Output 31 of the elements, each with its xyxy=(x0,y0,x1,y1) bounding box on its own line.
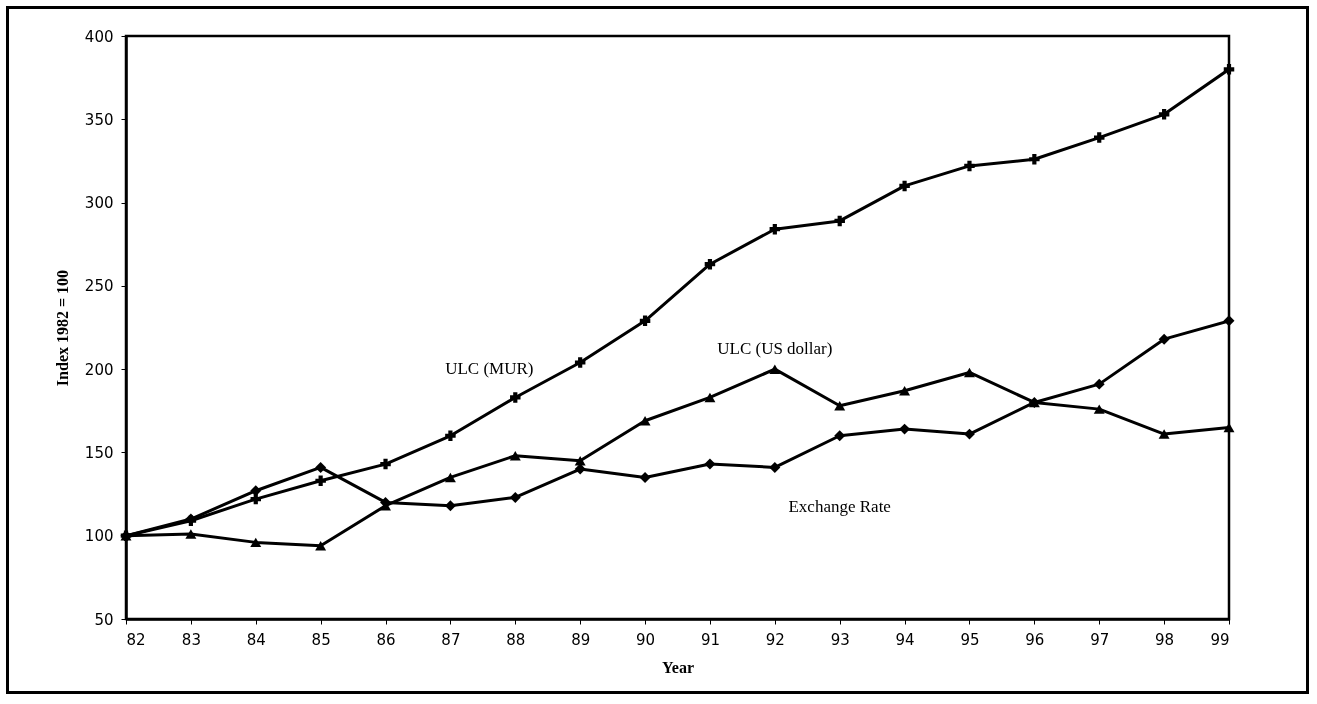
series-label: ULC (MUR) xyxy=(445,359,534,379)
series-label: ULC (US dollar) xyxy=(717,339,833,359)
x-tick-label: 85 xyxy=(311,630,331,649)
x-axis-title: Year xyxy=(662,658,694,676)
x-tick-label: 86 xyxy=(376,630,396,649)
x-tick-label: 98 xyxy=(1155,630,1175,649)
x-tick-label: 96 xyxy=(1025,630,1045,649)
series-label: Exchange Rate xyxy=(788,497,891,517)
y-tick-label: 300 xyxy=(84,194,114,213)
x-tick-label: 83 xyxy=(181,630,201,649)
x-tick-label: 88 xyxy=(506,630,526,649)
x-tick-label: 93 xyxy=(830,630,850,649)
y-tick-label: 200 xyxy=(84,360,114,379)
x-tick-label: 82 xyxy=(126,630,146,649)
y-tick-label: 400 xyxy=(84,27,114,46)
x-tick-label: 84 xyxy=(246,630,266,649)
y-tick-label: 100 xyxy=(84,527,114,546)
x-tick-label: 87 xyxy=(441,630,461,649)
y-tick-label: 250 xyxy=(84,277,114,296)
y-axis-title: Index 1982 = 100 xyxy=(53,269,71,387)
y-tick-label: 50 xyxy=(94,610,114,629)
x-tick-label: 99 xyxy=(1210,630,1230,649)
x-tick-label: 92 xyxy=(765,630,785,649)
x-tick-label: 94 xyxy=(895,630,915,649)
y-tick-label: 150 xyxy=(84,443,114,462)
x-tick-label: 97 xyxy=(1090,630,1110,649)
x-tick-label: 90 xyxy=(636,630,656,649)
x-tick-label: 89 xyxy=(571,630,591,649)
x-tick-label: 95 xyxy=(960,630,980,649)
y-tick-label: 350 xyxy=(84,110,114,129)
x-tick-label: 91 xyxy=(700,630,720,649)
